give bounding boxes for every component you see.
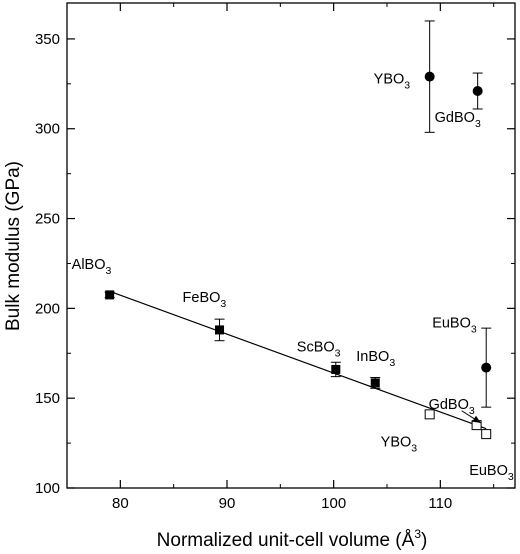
x-tick-label: 100 — [321, 495, 346, 512]
plot-frame — [66, 2, 516, 489]
point-label: ScBO3 — [297, 339, 341, 359]
tick-labels: 80 90 100 110 100 150 200 250 300 350 — [35, 31, 452, 512]
marker-open-square — [481, 429, 492, 440]
marker-open-square — [424, 409, 435, 420]
y-axis-title: Bulk modulus (GPa) — [3, 161, 24, 331]
data-markers — [105, 71, 492, 440]
marker-filled-circle — [472, 86, 483, 97]
point-label: AlBO3 — [72, 257, 112, 277]
point-label: EuBO3 — [469, 463, 514, 483]
marker-filled-circle — [481, 362, 492, 373]
axis-ticks — [66, 3, 515, 489]
y-tick-label: 250 — [35, 211, 60, 228]
x-tick-label: 80 — [112, 495, 129, 512]
point-label: YBO3 — [381, 434, 418, 454]
fit-line — [109, 290, 487, 430]
point-label: GdBO3 — [429, 397, 475, 417]
point-label: GdBO3 — [435, 110, 481, 130]
marker-filled-square — [105, 290, 115, 300]
y-tick-label: 350 — [35, 31, 60, 48]
marker-filled-square — [370, 378, 380, 388]
x-tick-label: 110 — [428, 495, 452, 512]
marker-filled-circle — [424, 71, 435, 82]
x-tick-label: 90 — [219, 495, 236, 512]
arrow-head — [472, 415, 481, 423]
y-tick-label: 200 — [35, 300, 60, 317]
point-label: EuBO3 — [432, 316, 477, 336]
y-tick-label: 100 — [35, 480, 60, 497]
marker-filled-square — [215, 325, 225, 335]
x-axis-title: Normalized unit-cell volume (Å3) — [157, 527, 428, 551]
point-label: InBO3 — [356, 349, 395, 369]
y-tick-label: 300 — [35, 121, 60, 138]
point-label: FeBO3 — [183, 290, 227, 310]
point-label: YBO3 — [374, 72, 411, 92]
point-labels: AlBO3 FeBO3 ScBO3 InBO3 YBO3 GdBO3 EuBO3 YBO3 Gd… — [72, 72, 514, 483]
y-tick-label: 150 — [35, 390, 60, 407]
marker-filled-square — [331, 364, 341, 374]
